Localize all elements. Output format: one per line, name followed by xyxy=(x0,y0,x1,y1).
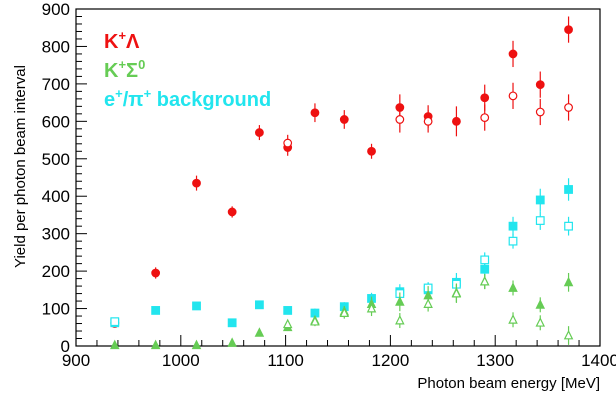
data-point xyxy=(563,329,574,340)
data-point xyxy=(283,306,293,315)
data-point xyxy=(339,115,349,124)
x-tick-label: 1300 xyxy=(476,351,514,370)
data-point xyxy=(479,275,490,286)
data-point xyxy=(283,138,293,148)
data-point xyxy=(535,195,545,205)
data-point xyxy=(150,339,161,350)
data-point xyxy=(367,146,376,156)
y-tick-label: 500 xyxy=(42,150,70,169)
data-point xyxy=(451,287,462,298)
data-point xyxy=(191,339,202,350)
data-point xyxy=(227,337,237,347)
y-tick-label: 400 xyxy=(42,187,70,206)
data-point xyxy=(395,115,405,124)
data-point xyxy=(151,306,161,315)
plot-frame xyxy=(75,8,601,347)
data-point xyxy=(564,185,573,194)
data-point xyxy=(395,314,405,325)
x-tick-label: 1400 xyxy=(581,351,616,370)
x-axis-title: Photon beam energy [MeV] xyxy=(417,375,600,392)
y-axis-title: Yield per photon beam interval xyxy=(12,65,29,268)
data-point xyxy=(564,25,573,34)
data-point xyxy=(508,221,518,231)
ticks-layer: 900 1000 1100 1200 1300 1400 0 100 200 300 400 500 6… xyxy=(42,0,616,370)
data-point xyxy=(110,339,120,350)
y-tick-label: 900 xyxy=(42,0,70,19)
data-point xyxy=(535,317,546,327)
y-tick-label: 200 xyxy=(42,262,70,281)
legend-entry-background: e+/π+ background xyxy=(104,86,271,111)
data-point xyxy=(395,296,405,306)
data-point xyxy=(151,268,161,278)
data-point xyxy=(535,80,545,90)
data-point xyxy=(192,301,201,311)
data-point xyxy=(339,307,350,317)
y-tick-label: 800 xyxy=(42,37,70,56)
y-tick-label: 600 xyxy=(42,112,70,131)
data-point xyxy=(452,116,461,126)
data-point xyxy=(423,116,433,126)
data-point xyxy=(110,317,120,327)
x-tick-label: 1100 xyxy=(267,351,304,370)
legend: K+Λ K+Σ0 e+/π+ background xyxy=(104,28,271,111)
data-point xyxy=(508,49,518,59)
y-tick-label: 300 xyxy=(42,225,70,244)
data-point xyxy=(480,93,490,103)
x-tick-label: 1000 xyxy=(162,351,200,370)
data-point xyxy=(423,298,433,308)
data-point xyxy=(282,318,293,329)
legend-entry-k-sigma: K+Σ0 xyxy=(104,57,145,82)
data-point xyxy=(508,236,518,246)
data-point xyxy=(227,318,237,328)
x-tick-label: 900 xyxy=(62,351,90,370)
y-tick-label: 700 xyxy=(42,75,70,94)
data-point xyxy=(310,108,320,118)
data-point xyxy=(310,316,320,326)
data-point xyxy=(480,255,490,265)
data-point xyxy=(563,276,574,287)
data-point xyxy=(508,282,518,292)
y-tick-label: 100 xyxy=(42,300,70,319)
legend-entry-k-lambda: K+Λ xyxy=(104,28,140,53)
data-point xyxy=(480,113,490,122)
data-point xyxy=(508,91,518,101)
y-tick-label: 0 xyxy=(61,337,70,356)
data-point xyxy=(255,300,264,310)
data-point xyxy=(535,107,545,117)
data-point xyxy=(366,302,377,313)
data-point xyxy=(535,299,546,309)
data-point xyxy=(227,207,237,217)
data-point xyxy=(508,314,518,324)
data-point xyxy=(254,128,264,137)
x-tick-label: 1200 xyxy=(371,351,409,370)
data-point xyxy=(564,221,573,231)
marks-layer xyxy=(110,16,574,350)
data-point xyxy=(192,178,201,188)
data-point xyxy=(564,103,573,112)
data-point xyxy=(254,327,265,337)
data-point xyxy=(535,216,545,225)
